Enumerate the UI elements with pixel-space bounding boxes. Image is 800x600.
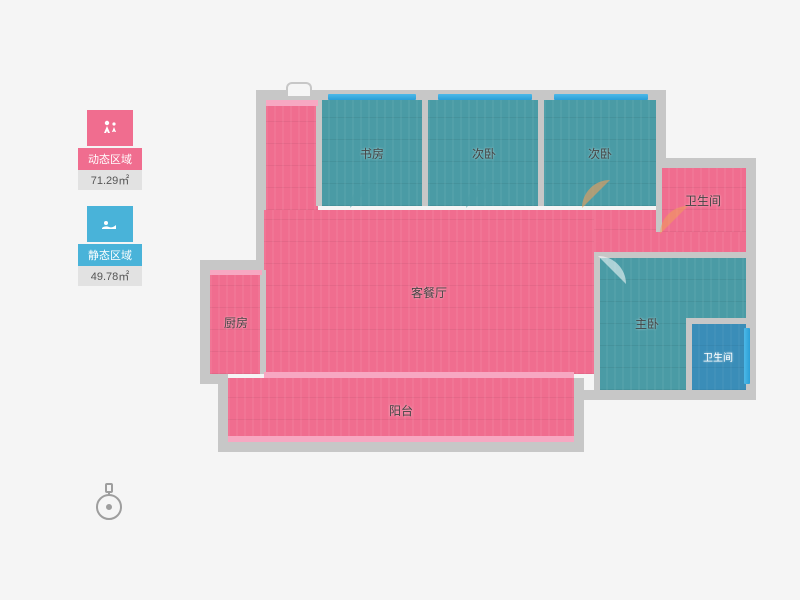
room-corridor [266,100,318,210]
room-study-label: 书房 [360,145,384,162]
window [328,94,416,100]
wall-edge [210,270,262,275]
wall [538,100,544,206]
wall [422,100,428,206]
compass-icon [92,482,126,527]
room-kitchen: 厨房 [210,270,262,374]
legend-static: 静态区域 49.78㎡ [78,206,142,286]
wall [200,260,210,384]
wall [316,100,322,206]
room-balcony: 阳台 [228,378,574,442]
legend-static-label: 静态区域 [78,244,142,266]
door-arc-icon [582,180,622,210]
wall [574,390,756,400]
room-bedroom2b-label: 次卧 [588,145,612,162]
wall [218,374,228,452]
room-bedroom2a-label: 次卧 [472,145,496,162]
window [438,94,532,100]
door-arc-icon [350,180,390,210]
people-icon [87,110,133,146]
door-arc-icon [466,180,506,210]
room-kitchen-label: 厨房 [224,314,248,331]
wall [218,442,582,452]
legend-dynamic: 动态区域 71.29㎡ [78,110,142,190]
room-living-label: 客餐厅 [411,284,447,301]
room-bath2-label: 卫生间 [703,349,733,364]
window [744,328,750,384]
entrance-notch [286,82,312,96]
room-living: 客餐厅 [264,210,594,374]
room-balcony-label: 阳台 [389,402,413,419]
wall-edge [266,100,318,106]
wall [686,318,692,390]
door-arc-icon [598,256,632,286]
wall [656,158,756,168]
wall [686,318,746,324]
floorplan: 书房 次卧 次卧 卫生间 客餐厅 厨房 主卧 卫生间 [200,78,760,488]
window [554,94,648,100]
door-arc-icon [660,206,690,236]
room-bath1-label: 卫生间 [685,192,721,209]
wall [656,90,666,168]
legend-static-value: 49.78㎡ [78,266,142,286]
legend-dynamic-value: 71.29㎡ [78,170,142,190]
room-bath2: 卫生间 [690,322,746,390]
wall-edge [228,436,574,442]
wall [260,270,266,374]
room-master-label: 主卧 [635,315,659,332]
legend-dynamic-label: 动态区域 [78,148,142,170]
sleep-icon [87,206,133,242]
wall-edge [264,372,574,378]
legend: 动态区域 71.29㎡ 静态区域 49.78㎡ [78,110,142,302]
